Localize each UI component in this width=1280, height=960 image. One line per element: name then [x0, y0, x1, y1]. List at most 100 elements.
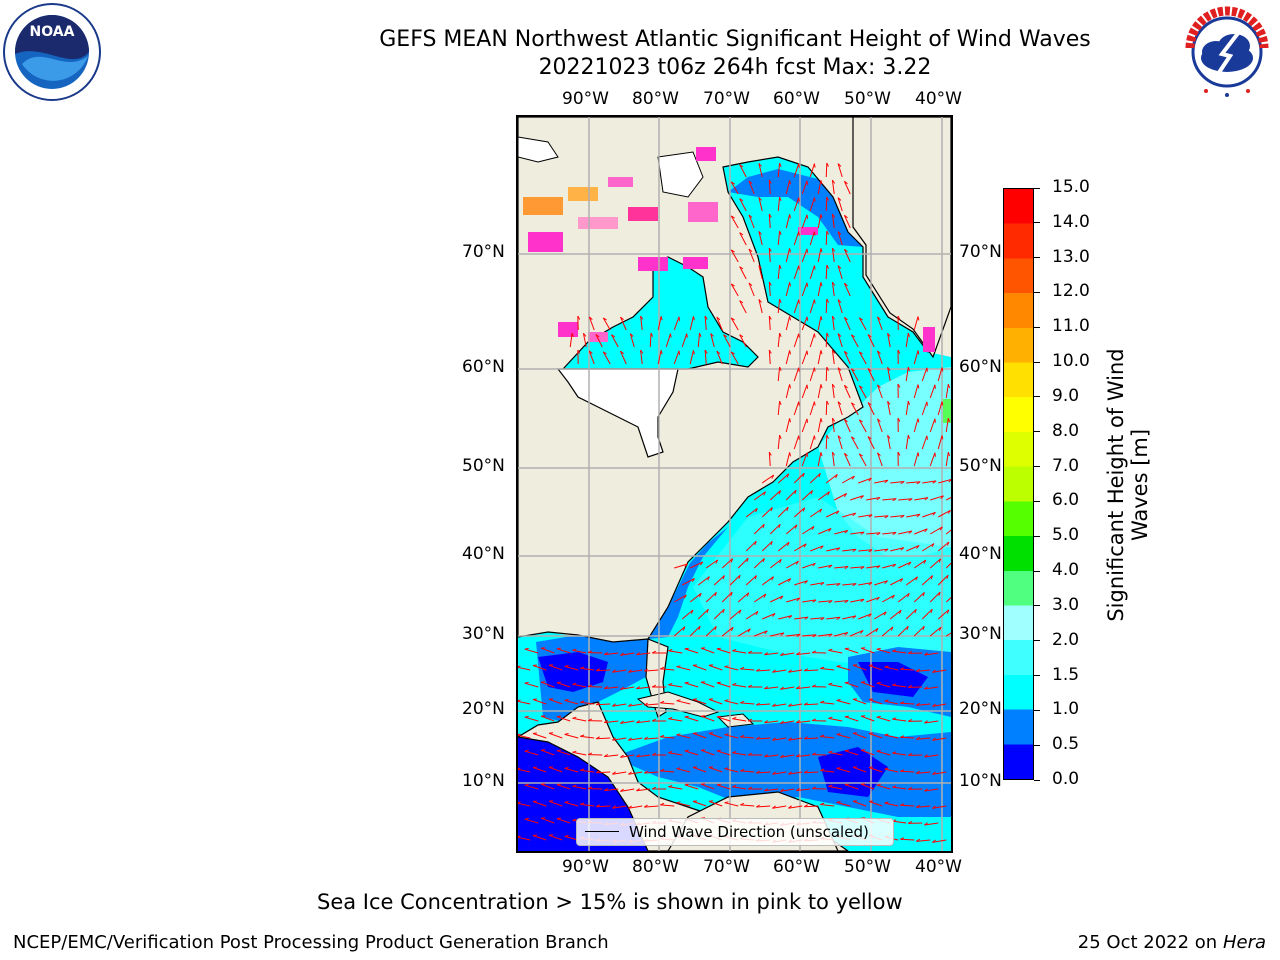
wind-wave-arrow	[705, 559, 718, 569]
wind-wave-arrow-head	[828, 716, 833, 719]
wind-wave-arrow	[866, 532, 881, 535]
wind-wave-arrow	[809, 472, 821, 484]
wind-wave-arrow	[794, 616, 809, 620]
wind-wave-arrow-head	[826, 366, 829, 371]
wind-wave-arrow-head	[660, 316, 663, 321]
wind-wave-arrow-head	[670, 333, 672, 338]
wind-wave-arrow	[900, 804, 915, 807]
wind-wave-arrow	[890, 578, 903, 586]
wind-wave-arrow	[788, 669, 803, 673]
wind-wave-arrow	[737, 628, 751, 637]
wind-wave-arrow-head	[798, 265, 800, 270]
wind-wave-arrow-head	[747, 786, 753, 790]
wind-wave-arrow	[636, 652, 651, 656]
wind-wave-arrow-head	[772, 669, 776, 673]
wind-wave-arrow-head	[868, 549, 873, 553]
wind-wave-arrow-head	[861, 715, 866, 717]
wind-wave-arrow-head	[644, 736, 648, 740]
wind-wave-arrow-head	[731, 627, 734, 632]
wind-wave-arrow-head	[867, 368, 872, 372]
wind-wave-arrow-head	[756, 668, 760, 672]
wind-wave-arrow	[858, 549, 873, 552]
wind-wave-arrow-head	[818, 473, 821, 478]
wind-wave-arrow	[548, 664, 563, 671]
wind-wave-arrow-head	[853, 698, 858, 700]
wind-wave-arrow	[748, 214, 755, 229]
land-hispaniola	[716, 713, 755, 728]
wind-wave-arrow-head	[788, 737, 792, 741]
wind-wave-arrow-head	[837, 197, 842, 201]
wind-wave-arrow-head	[684, 563, 688, 568]
wind-wave-arrow-head	[644, 668, 648, 672]
wind-wave-arrow	[524, 750, 539, 756]
wind-wave-arrow-head	[868, 514, 873, 518]
wind-wave-arrow	[564, 835, 579, 841]
wind-wave-arrow-head	[660, 802, 665, 806]
wind-wave-arrow-head	[580, 700, 585, 703]
wind-wave-arrow	[681, 609, 694, 620]
wind-wave-arrow-head	[917, 418, 920, 423]
wind-wave-arrow	[768, 179, 771, 195]
wind-wave-arrow	[867, 334, 875, 348]
wind-wave-arrow-head	[762, 558, 765, 563]
wind-wave-arrow	[739, 266, 747, 280]
wind-wave-arrow-head	[620, 316, 624, 321]
wind-wave-arrow	[708, 766, 723, 773]
coastal-low-wave-region	[728, 169, 863, 247]
wind-wave-arrow-head	[831, 315, 836, 320]
wind-wave-arrow	[620, 316, 627, 331]
wind-wave-arrow	[739, 334, 747, 348]
wind-wave-arrow-head	[934, 452, 936, 457]
wind-wave-arrow-head	[803, 543, 807, 548]
wind-wave-arrow-head	[636, 720, 640, 724]
wind-wave-arrow	[692, 800, 707, 807]
wind-wave-arrow-head	[691, 578, 696, 582]
wind-wave-arrow	[884, 700, 899, 705]
wind-wave-arrow-head	[716, 647, 721, 650]
wind-wave-arrow	[540, 783, 555, 790]
colorbar-tick-mark	[1034, 570, 1040, 572]
wind-wave-arrow	[802, 634, 817, 637]
wind-wave-arrow	[620, 686, 635, 690]
wind-wave-arrow-head	[884, 548, 889, 552]
wind-wave-arrow-head	[924, 822, 928, 826]
wind-wave-arrow	[778, 578, 791, 586]
wind-wave-arrow-head	[887, 434, 891, 439]
wind-wave-arrow-head	[603, 317, 607, 321]
wind-wave-arrow-head	[636, 754, 640, 758]
lon-label-bottom: 50°W	[844, 857, 891, 877]
wind-wave-arrow-head	[596, 770, 600, 774]
wind-wave-arrow	[929, 418, 936, 433]
wind-wave-arrow-head	[676, 801, 681, 804]
wind-wave-arrow	[801, 490, 813, 501]
wind-wave-arrow-head	[732, 683, 737, 686]
map-panel[interactable]	[516, 115, 953, 853]
wind-wave-arrow	[825, 366, 828, 382]
wind-wave-arrow	[877, 418, 883, 433]
wind-wave-arrow	[532, 801, 547, 807]
wind-wave-arrow-head	[764, 788, 768, 792]
wind-wave-arrow	[564, 699, 579, 705]
wind-wave-arrow	[802, 562, 816, 569]
wind-wave-arrow-head	[828, 600, 833, 604]
wind-wave-arrow-head	[763, 593, 767, 598]
wind-wave-arrow	[770, 595, 784, 603]
wind-wave-arrow	[721, 558, 733, 569]
wind-wave-arrow	[843, 249, 851, 263]
wind-wave-arrow-head	[900, 803, 905, 806]
wind-wave-arrow	[724, 666, 739, 671]
wind-wave-arrow	[772, 805, 787, 809]
wind-wave-arrow-head	[946, 609, 950, 614]
colorbar-tick-label: 11.0	[1052, 316, 1090, 337]
wind-wave-arrow	[876, 716, 891, 722]
wind-wave-arrow-head	[922, 592, 925, 597]
wind-wave-arrow-head	[844, 600, 849, 604]
wind-wave-arrow	[612, 669, 627, 673]
wind-wave-arrow	[548, 766, 563, 773]
wind-wave-arrow	[818, 527, 832, 535]
lon-label-top: 90°W	[562, 89, 609, 109]
wind-wave-arrow	[761, 540, 773, 552]
wind-wave-arrow-head	[524, 715, 529, 718]
wind-wave-arrow-head	[932, 669, 936, 673]
wind-wave-arrow	[768, 247, 771, 263]
